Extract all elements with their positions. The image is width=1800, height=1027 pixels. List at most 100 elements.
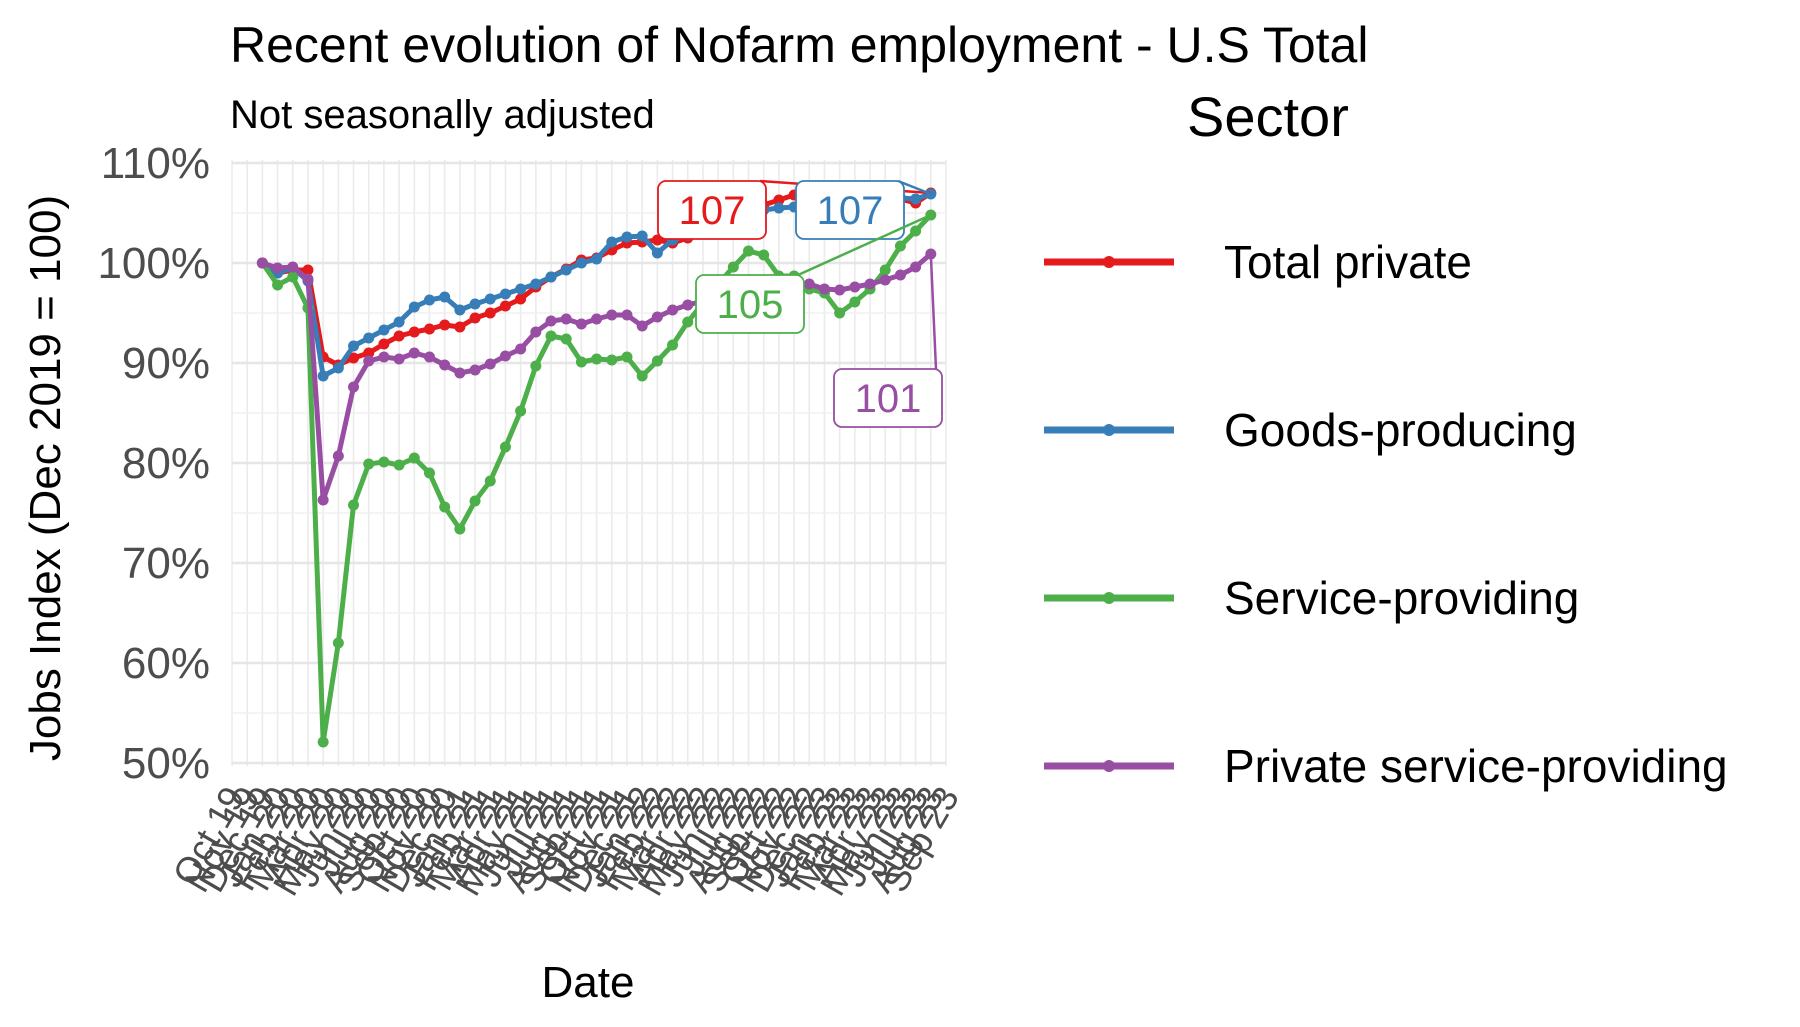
legend-swatch-point — [1103, 592, 1115, 604]
data-point — [363, 347, 375, 359]
data-point — [834, 284, 846, 296]
data-point — [423, 294, 435, 306]
data-point — [348, 352, 360, 364]
data-point — [454, 367, 466, 379]
grid-lines — [231, 160, 947, 766]
data-point — [636, 230, 648, 242]
data-point — [393, 353, 405, 365]
data-point — [499, 441, 511, 453]
data-point — [560, 313, 572, 325]
x-axis-title: Date — [542, 958, 635, 1007]
leader-line — [897, 179, 932, 196]
chart-subtitle: Not seasonally adjusted — [230, 93, 655, 137]
y-tick-label: 90% — [122, 339, 210, 388]
data-point — [591, 353, 603, 365]
data-point — [803, 278, 815, 290]
data-point — [499, 350, 511, 362]
data-point — [469, 364, 481, 376]
end-label-box — [795, 180, 905, 240]
data-point — [287, 271, 299, 283]
data-point — [454, 321, 466, 333]
data-point — [758, 249, 770, 261]
data-point — [378, 324, 390, 336]
data-point — [864, 278, 876, 290]
data-point — [423, 351, 435, 363]
legend-label: Service-providing — [1224, 572, 1579, 624]
data-point — [894, 240, 906, 252]
data-point — [515, 293, 527, 305]
data-point — [682, 316, 694, 328]
data-point — [575, 257, 587, 269]
data-point — [363, 355, 375, 367]
legend-item: Private service-providing — [1044, 740, 1728, 792]
end-label-box — [695, 274, 805, 334]
data-point — [469, 298, 481, 310]
data-point — [332, 637, 344, 649]
data-point — [256, 257, 268, 269]
legend-label: Goods-producing — [1224, 404, 1577, 456]
legend-swatch-point — [1103, 760, 1115, 772]
data-point — [545, 330, 557, 342]
data-point — [834, 307, 846, 319]
legend-label: Private service-providing — [1224, 740, 1728, 792]
data-point — [530, 326, 542, 338]
legend-swatch-point — [1103, 256, 1115, 268]
data-point — [317, 736, 329, 748]
data-point — [484, 358, 496, 370]
data-point — [560, 264, 572, 276]
data-point — [484, 307, 496, 319]
data-point — [651, 355, 663, 367]
data-point — [393, 330, 405, 342]
data-point — [727, 261, 739, 273]
data-point — [408, 347, 420, 359]
data-point — [910, 225, 922, 237]
end-label-text: 107 — [817, 189, 884, 233]
data-point — [287, 261, 299, 273]
data-point — [439, 291, 451, 303]
data-point — [515, 343, 527, 355]
data-point — [348, 381, 360, 393]
data-point — [454, 304, 466, 316]
data-point — [484, 293, 496, 305]
data-point — [849, 281, 861, 293]
data-point — [894, 269, 906, 281]
y-tick-label: 70% — [122, 539, 210, 588]
data-point — [423, 323, 435, 335]
data-point — [272, 279, 284, 291]
legend-swatch-point — [1103, 424, 1115, 436]
data-point — [454, 523, 466, 535]
y-axis-title: Jobs Index (Dec 2019 = 100) — [21, 195, 70, 761]
data-point — [636, 320, 648, 332]
data-point — [317, 370, 329, 382]
end-label: 107 — [795, 179, 932, 240]
data-point — [423, 467, 435, 479]
data-point — [393, 459, 405, 471]
data-point — [499, 300, 511, 312]
data-point — [363, 458, 375, 470]
legend-item: Total private — [1044, 236, 1472, 288]
data-point — [591, 313, 603, 325]
legend: Sector Total private Goods-producing Servi… — [1044, 85, 1728, 792]
data-point — [408, 452, 420, 464]
y-tick-label: 100% — [97, 239, 210, 288]
data-point — [621, 309, 633, 321]
data-point — [651, 247, 663, 259]
data-point — [682, 299, 694, 311]
data-point — [545, 271, 557, 283]
legend-item: Goods-producing — [1044, 404, 1577, 456]
end-label-text: 107 — [679, 189, 746, 233]
data-point — [621, 231, 633, 243]
end-label-box — [657, 180, 767, 240]
chart-title: Recent evolution of Nofarm employment - … — [230, 17, 1368, 73]
data-point — [378, 456, 390, 468]
data-point — [302, 273, 314, 285]
y-tick-label: 110% — [101, 139, 210, 188]
y-tick-label: 60% — [122, 639, 210, 688]
data-point — [773, 202, 785, 214]
data-point — [667, 339, 679, 351]
data-point — [530, 278, 542, 290]
end-label-text: 101 — [855, 377, 922, 421]
data-point — [302, 264, 314, 276]
data-point — [439, 501, 451, 513]
